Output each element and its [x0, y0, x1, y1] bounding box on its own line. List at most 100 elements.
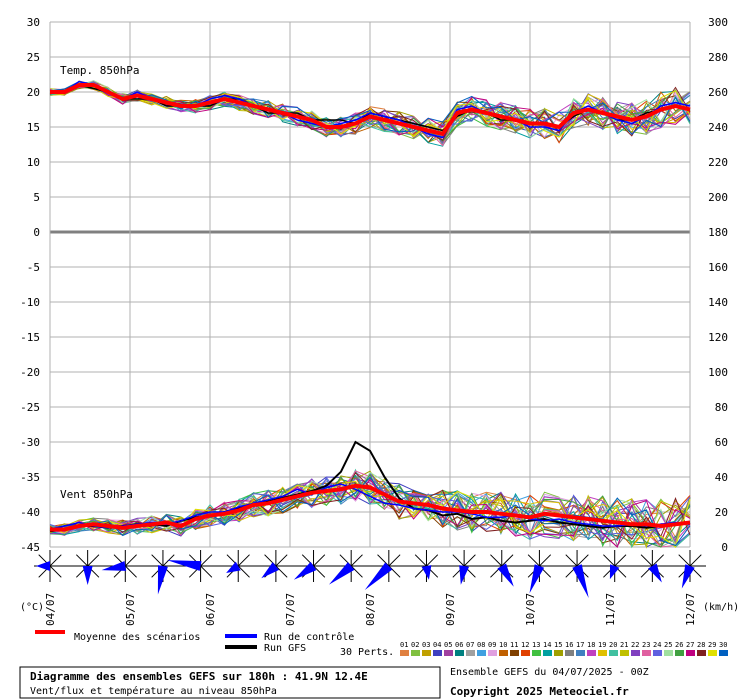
- wind-direction-arrows: [34, 550, 706, 598]
- wind-arrow-shape: [681, 564, 695, 589]
- right-unit-label: (km/h): [703, 602, 739, 613]
- wind-arrow-shape: [459, 565, 470, 585]
- right-tick-label: 200: [708, 191, 728, 204]
- x-date-label: 06/07: [204, 593, 217, 626]
- right-tick-label: 40: [715, 471, 728, 484]
- left-tick-label: -15: [20, 331, 40, 344]
- pert-swatch: [554, 650, 563, 656]
- pert-swatch: [466, 650, 475, 656]
- chart-subtitle: Vent/flux et température au niveau 850hP…: [30, 685, 277, 697]
- left-tick-label: 25: [27, 51, 40, 64]
- pert-number: 04: [433, 641, 441, 649]
- left-tick-label: 15: [27, 121, 40, 134]
- wind-panel-label: Vent 850hPa: [60, 488, 133, 501]
- pert-swatch: [587, 650, 596, 656]
- pert-swatch: [576, 650, 585, 656]
- left-tick-label: -40: [20, 506, 40, 519]
- pert-swatch: [620, 650, 629, 656]
- pert-swatch: [565, 650, 574, 656]
- temp-panel-label: Temp. 850hPa: [60, 64, 139, 77]
- pert-number: 13: [532, 641, 540, 649]
- left-tick-label: 5: [33, 191, 40, 204]
- legend-gfs-swatch: [225, 645, 257, 649]
- right-tick-label: 220: [708, 156, 728, 169]
- wind-arrow: [410, 550, 443, 582]
- chart-title: Diagramme des ensembles GEFS sur 180h : …: [30, 670, 368, 683]
- wind-arrow-shape: [167, 560, 202, 571]
- pert-swatch: [455, 650, 464, 656]
- legend-control-label: Run de contrôle: [264, 631, 354, 643]
- pert-swatch: [521, 650, 530, 656]
- left-unit-label: (°C): [20, 602, 44, 613]
- wind-arrow: [167, 550, 217, 582]
- pert-swatch: [510, 650, 519, 656]
- pert-number: 02: [411, 641, 419, 649]
- x-date-label: 07/07: [284, 593, 297, 626]
- x-date-label: 09/07: [444, 593, 457, 626]
- wind-arrow-shape: [328, 562, 355, 585]
- pert-swatch: [477, 650, 486, 656]
- pert-swatch: [708, 650, 717, 656]
- wind-arrow: [561, 550, 594, 598]
- perturbation-legend: 01 02 03 04 05 06 07 08 09 10 11 12 13 14 15 16 17 18 19 20…: [400, 641, 728, 656]
- x-date-label: 12/07: [684, 593, 697, 626]
- wind-arrow-shape: [82, 566, 93, 585]
- pert-number: 10: [499, 641, 507, 649]
- wind-arrow-shape: [261, 562, 280, 579]
- wind-arrow: [222, 550, 255, 582]
- right-tick-label: 240: [708, 121, 728, 134]
- right-tick-label: 180: [708, 226, 728, 239]
- wind-arrow: [523, 550, 556, 594]
- x-axis-date-labels: 04/07 05/07 06/07 07/07 08/07 09/07 10/07 11/07…: [44, 593, 697, 626]
- pert-number: 11: [510, 641, 518, 649]
- pert-swatch: [444, 650, 453, 656]
- pert-swatch: [642, 650, 651, 656]
- pert-number: 15: [554, 641, 562, 649]
- left-tick-label: -10: [20, 296, 40, 309]
- pert-number: 06: [455, 641, 463, 649]
- left-tick-label: -20: [20, 366, 40, 379]
- pert-number: 09: [488, 641, 496, 649]
- pert-number: 30: [719, 641, 727, 649]
- legend-perts-label: 30 Perts.: [340, 647, 394, 658]
- x-date-label: 11/07: [604, 593, 617, 626]
- x-date-label: 08/07: [364, 593, 377, 626]
- right-tick-label: 300: [708, 16, 728, 29]
- wind-arrow-shape: [101, 561, 127, 571]
- wind-arrow-shape: [572, 564, 589, 598]
- wind-mean-line: [50, 483, 691, 532]
- pert-number: 07: [466, 641, 474, 649]
- compass-star-line: [452, 554, 476, 578]
- wind-arrow-shape: [36, 561, 50, 571]
- legend-gfs-label: Run GFS: [264, 643, 306, 654]
- pert-number: 16: [565, 641, 573, 649]
- pert-number: 05: [444, 641, 452, 649]
- wind-arrow-shape: [609, 564, 620, 580]
- x-date-label: 04/07: [44, 593, 57, 626]
- copyright: Copyright 2025 Meteociel.fr: [450, 685, 629, 698]
- pert-number: 26: [675, 641, 683, 649]
- pert-number: 25: [664, 641, 672, 649]
- right-tick-label: 280: [708, 51, 728, 64]
- pert-number: 03: [422, 641, 430, 649]
- pert-swatch: [609, 650, 618, 656]
- right-tick-label: 80: [715, 401, 728, 414]
- right-axis-ticks: 3002802602402202001801601401201008060402…: [708, 16, 728, 554]
- pert-number: 17: [576, 641, 584, 649]
- right-tick-label: 100: [708, 366, 728, 379]
- left-tick-label: 30: [27, 16, 40, 29]
- pert-swatch: [488, 650, 497, 656]
- wind-arrow: [101, 550, 142, 582]
- compass-star-line: [151, 554, 175, 578]
- pert-swatch: [664, 650, 673, 656]
- wind-arrow: [71, 550, 104, 585]
- wind-arrow-shape: [648, 563, 662, 583]
- left-tick-label: -35: [20, 471, 40, 484]
- wind-arrow: [485, 550, 518, 587]
- pert-number: 21: [620, 641, 628, 649]
- left-tick-label: -5: [27, 261, 40, 274]
- wind-arrow: [674, 550, 706, 589]
- legend-control-swatch: [225, 634, 257, 638]
- pert-number: 24: [653, 641, 661, 649]
